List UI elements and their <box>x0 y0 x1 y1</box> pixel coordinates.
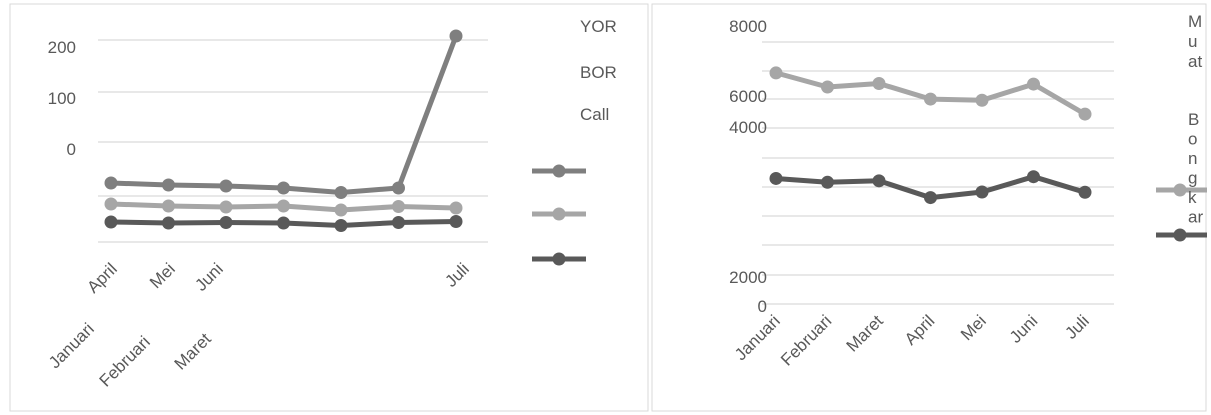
right-y-tick-label: 0 <box>758 297 767 316</box>
right-legend-text-line: o <box>1188 130 1197 149</box>
left-series-1-point-5 <box>392 200 405 213</box>
right-y-tick-label: 6000 <box>729 87 767 106</box>
left-series-1-point-3 <box>277 199 290 213</box>
right-series-0-point-3 <box>924 92 937 106</box>
right-series-1-point-3 <box>924 191 937 205</box>
left-series-1-point-6 <box>449 201 463 215</box>
left-series-1-point-1 <box>162 199 175 213</box>
right-series-1-point-4 <box>975 185 989 199</box>
left-series-0-point-6 <box>449 29 463 43</box>
left-series-1-point-0 <box>104 197 118 211</box>
right-series-0-point-5 <box>1027 77 1040 91</box>
left-legend-key-marker-0 <box>552 164 566 178</box>
left-legend-key-marker-1 <box>552 207 566 221</box>
right-legend-key-marker-1 <box>1173 228 1187 242</box>
left-y-tick-label: 100 <box>48 89 76 108</box>
left-legend-key-marker-2 <box>552 252 566 266</box>
right-series-1-point-0 <box>769 171 783 185</box>
right-legend-text-line: ar <box>1188 208 1203 227</box>
right-series-1-point-5 <box>1027 170 1040 184</box>
right-series-1-point-1 <box>821 175 834 189</box>
left-series-0-point-4 <box>334 186 348 199</box>
right-series-0-point-2 <box>872 77 886 90</box>
left-series-2-point-3 <box>277 216 290 230</box>
left-series-2-point-2 <box>219 216 233 229</box>
legend-layer: YOR BOR Call M u at B o n g k ar <box>532 12 1207 266</box>
right-series-0-point-1 <box>821 80 834 94</box>
left-series-0-point-5 <box>392 181 405 195</box>
left-series-2-point-1 <box>162 216 175 230</box>
left-y-tick-label: 200 <box>48 38 76 57</box>
chart-frame-right <box>651 3 1207 412</box>
right-series-0-point-6 <box>1078 107 1092 121</box>
right-y-tick-label: 8000 <box>729 17 767 36</box>
left-series-2-point-0 <box>104 215 118 229</box>
right-series-0-point-4 <box>975 93 989 107</box>
left-series-1-point-2 <box>219 200 233 214</box>
right-y-tick-label: 4000 <box>729 118 767 137</box>
left-series-0-point-2 <box>219 179 233 193</box>
right-legend-text-line: u <box>1188 32 1197 51</box>
left-series-2-point-5 <box>392 216 405 229</box>
right-legend-text-line: g <box>1188 169 1197 188</box>
right-legend-text-line: k <box>1188 188 1197 207</box>
left-legend-text: Call <box>580 105 609 124</box>
right-series-0-point-0 <box>769 66 783 80</box>
right-legend-text-line: at <box>1188 52 1202 71</box>
right-legend-key-marker-0 <box>1173 183 1187 197</box>
right-series-1-point-6 <box>1078 185 1092 199</box>
series-layer <box>104 29 1092 232</box>
right-y-tick-label: 2000 <box>729 268 767 287</box>
right-legend-text-line: B <box>1188 110 1199 129</box>
right-legend-text-line: n <box>1188 149 1197 168</box>
left-series-0-point-1 <box>162 178 175 192</box>
left-series-2-point-6 <box>449 215 463 228</box>
gridline-layer <box>98 39 1114 305</box>
right-series-1-point-2 <box>872 174 886 188</box>
left-y-tick-label: 0 <box>67 140 76 159</box>
left-legend-text: BOR <box>580 63 617 82</box>
left-series-1-point-4 <box>334 203 348 217</box>
left-series-2-point-4 <box>334 219 348 232</box>
left-legend-text: YOR <box>580 17 617 36</box>
left-series-0-point-0 <box>104 176 118 190</box>
right-legend-text-line: M <box>1188 12 1202 31</box>
left-series-0-point-3 <box>277 181 290 195</box>
